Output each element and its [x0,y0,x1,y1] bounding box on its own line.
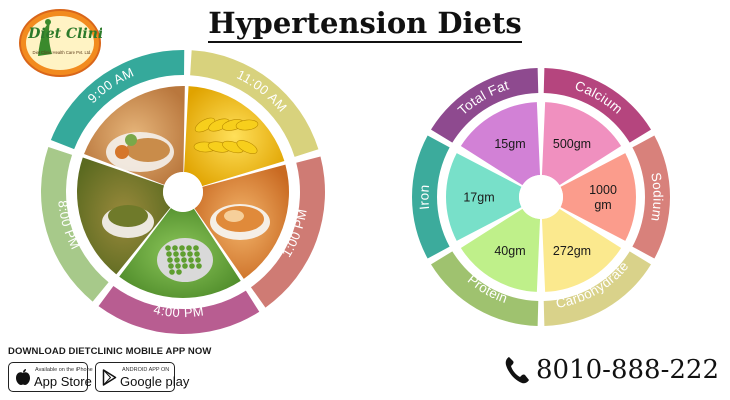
nutrient-value-label: 40gm [494,244,525,258]
schedule-segment-1-00-pm [250,156,325,308]
play-icon [102,369,117,386]
nutrient-wedge-iron [446,153,522,241]
apple-icon [16,369,30,385]
google-play-small-text: ANDROID APP ON [122,367,170,373]
app-store-small-text: Available on the iPhone [35,367,93,373]
logo-wordmark: Diet Clinic [27,26,102,42]
logo-subtext: Diet Clinic Health Care Pvt. Ltd. [33,50,92,55]
phone-icon [505,357,529,384]
nutrient-wedge-total-fat [460,102,541,186]
nutrient-wheel-hub [519,175,563,219]
nutrient-segment-iron [412,135,450,259]
app-store-label: App Store [34,374,92,389]
nutrient-value-label: 17gm [463,191,494,205]
google-play-badge[interactable]: ANDROID APP ON Google play [95,362,189,392]
nutrient-name-label: Sodium [648,171,665,222]
meal-photo-11-00-am [184,86,285,187]
nutrient-value-label: 15gm [494,137,525,151]
nutrient-value-label: 1000 gm [589,183,617,212]
phone-number: 8010-888-222 [536,355,719,385]
nutrient-wedge-protein [460,208,541,292]
schedule-segment-9-00-am [50,50,185,150]
schedule-segment-11-00-am [190,50,319,157]
dietclinic-logo: Diet Clinic Diet Clinic Health Care Pvt.… [19,9,102,77]
nutrient-segment-total-fat [431,68,539,143]
nutrient-name-label: Iron [416,184,432,210]
schedule-segment-4-00-pm [98,286,260,334]
google-play-label: Google play [120,374,190,389]
app-store-badge[interactable]: Available on the iPhone App Store [8,362,93,392]
schedule-time-label: 4:00 PM [152,302,205,320]
nutrient-wedge-calcium [541,102,622,186]
nutrient-segment-calcium [543,68,651,143]
download-app-text: DOWNLOAD DIETCLINIC MOBILE APP NOW [8,346,212,357]
nutrient-segment-carbohydrate [543,251,651,326]
meal-photo-details [102,117,270,282]
nutrient-wedge-carbohydrate [541,208,622,292]
nutrient-segment-protein [431,251,539,326]
schedule-segment-8-00-pm [40,146,109,302]
meal-schedule-wheel: 9:00 AM 11:00 AM1:00 PM4:00 PM8:00 PM [40,50,325,334]
nutrient-segment-sodium [632,135,670,259]
nutrient-value-label: 500gm [553,137,591,151]
nutrient-value-label: 272gm [553,244,591,258]
page-title: Hypertension Diets [0,6,730,43]
nutrient-wedge-sodium [560,153,636,241]
